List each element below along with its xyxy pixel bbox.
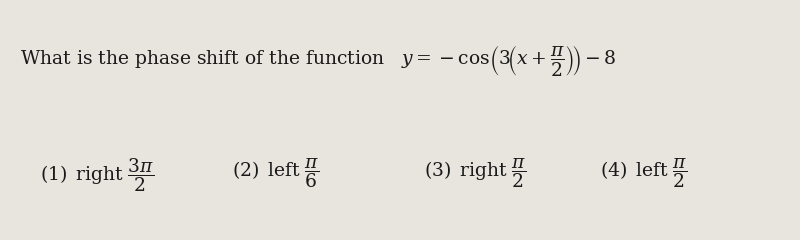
Text: $(4)\ \,\mathrm{left}\ \dfrac{\pi}{2}$: $(4)\ \,\mathrm{left}\ \dfrac{\pi}{2}$: [600, 156, 687, 190]
Text: $(1)\ \,\mathrm{right}\ \dfrac{3\pi}{2}$: $(1)\ \,\mathrm{right}\ \dfrac{3\pi}{2}$: [40, 156, 154, 194]
Text: What is the phase shift of the function$\quad y=-\cos\!\left(3\!\left(x+\dfrac{\: What is the phase shift of the function$…: [20, 43, 617, 78]
Text: $(2)\ \,\mathrm{left}\ \dfrac{\pi}{6}$: $(2)\ \,\mathrm{left}\ \dfrac{\pi}{6}$: [232, 156, 319, 190]
Text: $(3)\ \,\mathrm{right}\ \dfrac{\pi}{2}$: $(3)\ \,\mathrm{right}\ \dfrac{\pi}{2}$: [424, 156, 526, 190]
